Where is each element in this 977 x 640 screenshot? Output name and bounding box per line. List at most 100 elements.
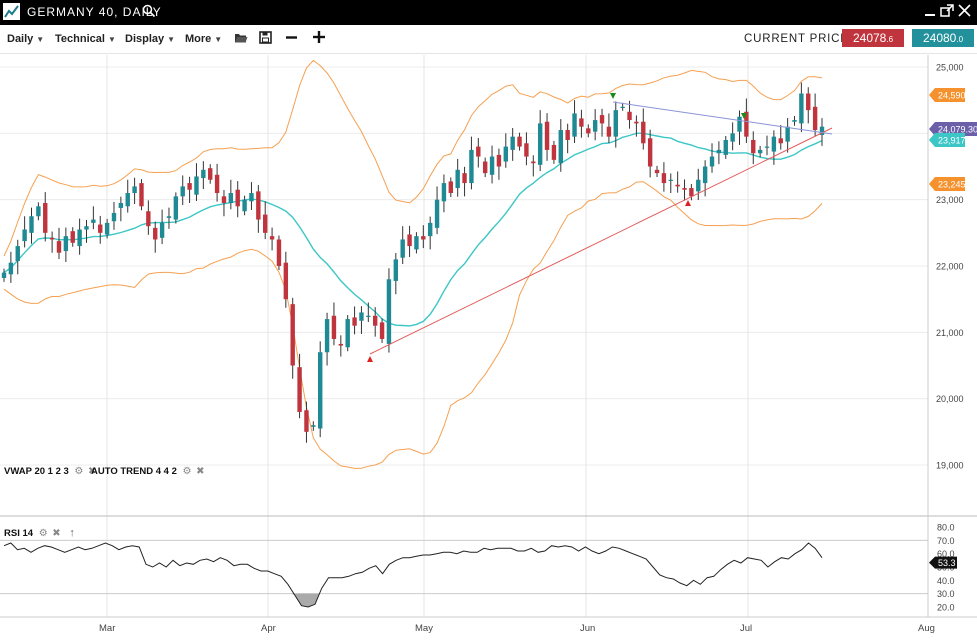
price-chart-svg[interactable]: 25,00024,00023,00022,00021,00020,00019,0… bbox=[0, 53, 977, 635]
candle-body bbox=[751, 139, 756, 154]
gear-icon[interactable]: ⚙ bbox=[38, 528, 48, 539]
candle-body bbox=[482, 161, 488, 174]
zoom-in-icon[interactable] bbox=[312, 30, 326, 48]
current-price-label: CURRENT PRICE: bbox=[744, 33, 853, 45]
candle-body bbox=[496, 154, 502, 167]
open-folder-icon[interactable] bbox=[234, 31, 248, 48]
chevron-down-icon: ▼ bbox=[167, 35, 176, 44]
month-label: May bbox=[415, 623, 433, 634]
candle-body bbox=[208, 168, 213, 180]
vwap-legend[interactable]: VWAP 20 1 2 3 ⚙ ✖ bbox=[4, 466, 97, 477]
window-title: GERMANY 40, DAILY bbox=[27, 5, 162, 19]
zoom-out-icon[interactable] bbox=[285, 31, 298, 48]
candle-body bbox=[654, 169, 660, 174]
candle-body bbox=[77, 229, 82, 247]
minimize-icon[interactable] bbox=[924, 4, 936, 21]
support-trend-line bbox=[369, 127, 833, 355]
candle-body bbox=[572, 113, 577, 137]
candle-body bbox=[503, 146, 508, 162]
pivot-low-marker bbox=[367, 356, 373, 362]
candle-body bbox=[744, 111, 749, 137]
candle-body bbox=[647, 138, 653, 167]
candle-body bbox=[661, 173, 667, 184]
candle-body bbox=[407, 234, 412, 247]
chart-area[interactable]: 25,00024,00023,00022,00021,00020,00019,0… bbox=[0, 53, 977, 635]
candle-body bbox=[764, 146, 770, 148]
menu-display[interactable]: Display ▼ bbox=[125, 33, 176, 45]
rsi-panel: 80.070.060.050.040.030.020.053.3 bbox=[0, 523, 957, 613]
arrow-up-icon[interactable]: ↑ bbox=[69, 527, 75, 539]
candle-body bbox=[427, 222, 433, 237]
candle-body bbox=[125, 193, 130, 207]
buy-price-button[interactable]: 24080.0 bbox=[912, 29, 974, 47]
candle-body bbox=[379, 322, 385, 339]
menu-more[interactable]: More ▼ bbox=[185, 33, 223, 45]
candle-body bbox=[146, 211, 151, 227]
chart-grid bbox=[0, 55, 977, 618]
candle-body bbox=[448, 181, 454, 194]
candle-body bbox=[565, 130, 570, 140]
gear-icon[interactable]: ⚙ bbox=[74, 466, 84, 477]
candle-body bbox=[242, 199, 247, 212]
candle-body bbox=[592, 120, 598, 132]
candle-body bbox=[194, 176, 199, 195]
candle-body bbox=[668, 179, 673, 181]
close-icon[interactable]: ✖ bbox=[196, 466, 205, 477]
rsi-tick-label: 30.0 bbox=[937, 589, 955, 599]
close-icon[interactable]: ✖ bbox=[52, 528, 61, 539]
candle-body bbox=[318, 352, 323, 429]
rsi-oversold-fill bbox=[290, 593, 319, 607]
menu-daily[interactable]: Daily ▼ bbox=[7, 33, 45, 45]
menu-technical[interactable]: Technical ▼ bbox=[55, 33, 116, 45]
rsi-legend[interactable]: RSI 14 ⚙ ✖ ↑ bbox=[4, 527, 75, 539]
rsi-tick-label: 40.0 bbox=[937, 576, 955, 586]
candle-body bbox=[283, 262, 289, 300]
trend-lines bbox=[367, 93, 833, 362]
popout-icon[interactable] bbox=[940, 4, 954, 21]
candle-body bbox=[414, 236, 419, 250]
candle-body bbox=[29, 216, 34, 233]
candle-body bbox=[43, 202, 48, 233]
candle-body bbox=[366, 315, 371, 317]
chevron-down-icon: ▼ bbox=[214, 35, 223, 44]
chevron-down-icon: ▼ bbox=[107, 35, 116, 44]
month-label: Jul bbox=[740, 623, 752, 634]
price-tick-label: 22,000 bbox=[936, 262, 964, 272]
candle-body bbox=[118, 202, 124, 208]
search-icon[interactable] bbox=[142, 4, 156, 21]
candle-body bbox=[716, 149, 722, 154]
candle-body bbox=[627, 111, 632, 121]
candle-body bbox=[510, 136, 515, 150]
candle-body bbox=[70, 231, 75, 243]
candle-body bbox=[8, 262, 14, 275]
candle-body bbox=[22, 229, 27, 242]
candle-body bbox=[359, 312, 364, 321]
candle-body bbox=[531, 161, 536, 164]
candle-body bbox=[799, 93, 804, 124]
middle-band-tag-shape bbox=[929, 133, 965, 147]
close-icon[interactable]: ✖ bbox=[88, 466, 97, 477]
save-icon[interactable] bbox=[259, 31, 272, 48]
candle-body bbox=[49, 237, 55, 240]
candle-body bbox=[682, 188, 687, 190]
candle-body bbox=[153, 227, 158, 240]
candle-body bbox=[434, 199, 440, 228]
toolbar: Daily ▼ Technical ▼ Display ▼ More ▼ CURRENT… bbox=[0, 25, 977, 54]
candle-body bbox=[84, 226, 89, 230]
candle-body bbox=[730, 133, 735, 142]
candles bbox=[1, 82, 825, 443]
candle-body bbox=[187, 183, 192, 190]
candle-body bbox=[15, 246, 20, 262]
candle-body bbox=[641, 121, 646, 144]
close-icon[interactable] bbox=[958, 4, 971, 20]
upper-band-line bbox=[3, 59, 823, 257]
month-label: Apr bbox=[261, 623, 276, 634]
lower-band-tag-text: 23,245 bbox=[938, 180, 966, 190]
auto-trend-legend[interactable]: AUTO TREND 4 4 2 ⚙ ✖ bbox=[91, 466, 205, 477]
gear-icon[interactable]: ⚙ bbox=[182, 466, 192, 477]
candle-body bbox=[558, 130, 563, 164]
sell-price-button[interactable]: 24078.6 bbox=[842, 29, 904, 47]
candle-body bbox=[634, 121, 639, 124]
current-price-tag-text: 24,079.30 bbox=[938, 125, 977, 135]
candle-body bbox=[235, 189, 240, 207]
